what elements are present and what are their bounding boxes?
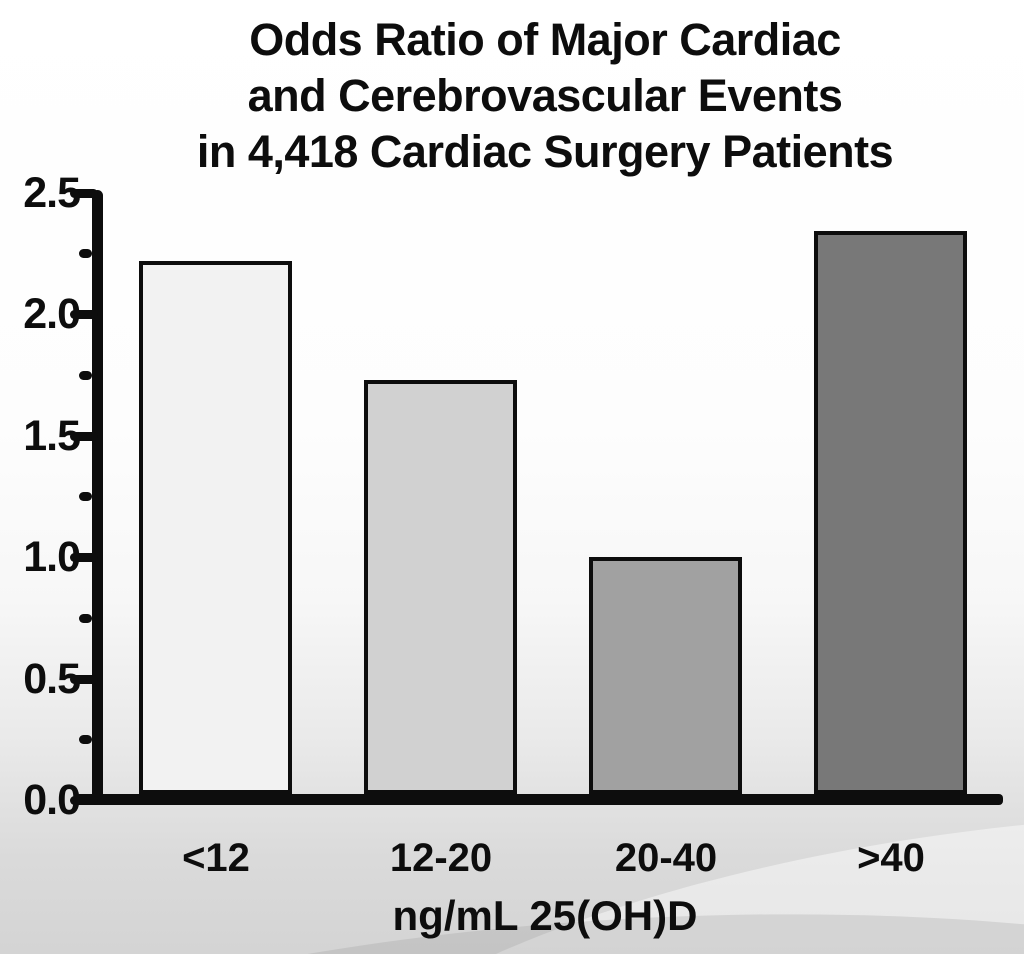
bar xyxy=(589,557,742,794)
x-tick-label: 12-20 xyxy=(389,836,493,880)
y-major-tick xyxy=(70,674,98,684)
y-major-tick xyxy=(70,431,98,441)
chart-title-line-2: and Cerebrovascular Events xyxy=(247,70,843,121)
bar xyxy=(814,231,967,794)
y-major-tick xyxy=(70,796,98,805)
y-tick-label: 1.5 xyxy=(23,411,81,460)
y-major-tick xyxy=(70,310,98,319)
y-minor-tick xyxy=(79,249,92,259)
y-minor-tick xyxy=(79,370,92,380)
y-tick-label: 2.0 xyxy=(23,290,81,338)
y-major-tick xyxy=(70,553,98,562)
x-tick-label: <12 xyxy=(182,836,250,880)
y-tick-label: 1.0 xyxy=(23,533,81,581)
bar xyxy=(364,380,517,794)
x-tick-label: >40 xyxy=(857,836,925,880)
y-major-tick xyxy=(70,188,98,198)
y-tick-label: 2.5 xyxy=(23,168,81,217)
chart-title-line-3: in 4,418 Cardiac Surgery Patients xyxy=(196,126,894,177)
y-minor-tick xyxy=(79,735,92,745)
y-axis-line xyxy=(92,189,103,805)
chart-title-line-1: Odds Ratio of Major Cardiac xyxy=(249,14,841,65)
bar xyxy=(139,261,292,794)
chart-title: Odds Ratio of Major Cardiac and Cerebrov… xyxy=(60,12,1024,180)
y-minor-tick xyxy=(79,613,92,623)
y-minor-tick xyxy=(79,492,92,502)
x-axis-title: ng/mL 25(OH)D xyxy=(392,892,698,939)
x-tick-label: 20-40 xyxy=(614,836,718,880)
y-tick-label: 0.0 xyxy=(23,776,81,824)
x-axis-line xyxy=(74,794,1003,805)
y-tick-label: 0.5 xyxy=(23,654,81,703)
